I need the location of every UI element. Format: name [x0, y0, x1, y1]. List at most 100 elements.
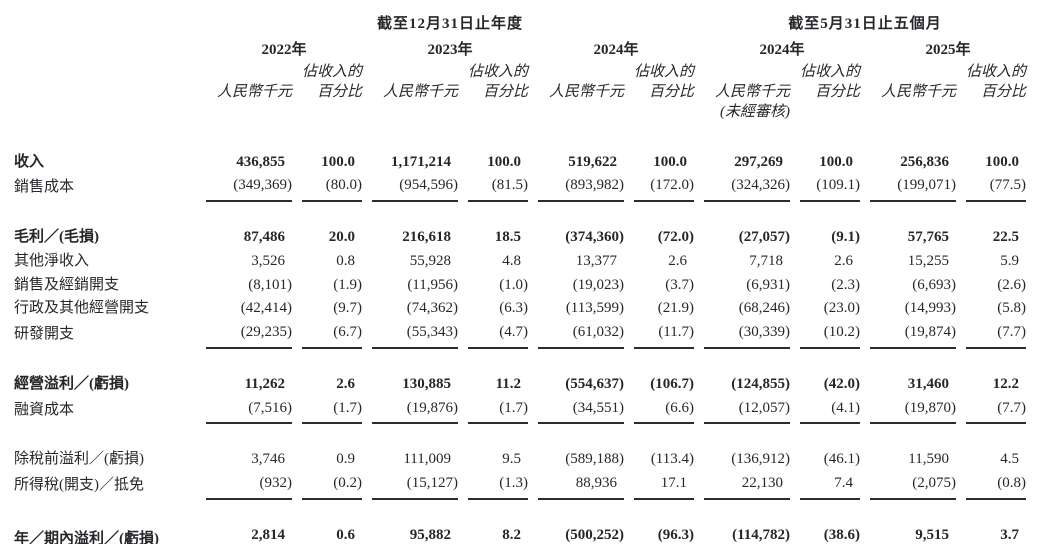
- row-label: 除稅前溢利／(虧損): [14, 451, 144, 468]
- table-body: 收入 436,855 100.0 1,171,214 100.0 519,622 100.0…: [14, 151, 1026, 544]
- rmb-value: (954,596): [372, 174, 458, 202]
- pct-value: (72.0): [657, 229, 694, 245]
- rmb-value: 31,460: [907, 375, 949, 392]
- rmb-value: (19,023): [572, 276, 624, 293]
- year-header-2024: 2024年: [593, 42, 639, 58]
- pct-value: 18.5: [494, 229, 521, 245]
- pct-value: (1.3): [468, 472, 528, 500]
- pct-value: (81.5): [468, 174, 528, 202]
- unit-header-row: 人民幣千元 佔收入的 百分比 人民幣千元 佔收入的 百分比 人民幣千元 佔收入的…: [14, 62, 1026, 103]
- empty-cell: [14, 62, 196, 103]
- pct-value: (1.0): [499, 276, 528, 293]
- rmb-value: (30,339): [704, 321, 790, 349]
- row-label: 收入: [14, 153, 45, 170]
- pct-value: 20.0: [328, 229, 355, 245]
- rmb-value: 9,515: [870, 524, 956, 544]
- row-label: 銷售成本: [14, 179, 75, 196]
- unaudited-note: (未經審核): [720, 103, 790, 120]
- table-row: 毛利／(毛損) 87,486 20.0 216,618 18.5 (374,360) (72…: [14, 226, 1026, 250]
- pct-value: (7.7): [966, 397, 1026, 425]
- pct-unit-header: 佔收入的 百分比: [468, 64, 529, 101]
- rmb-value: (124,855): [731, 375, 790, 392]
- pct-value: (7.7): [966, 321, 1026, 349]
- rmb-value: (7,516): [206, 397, 292, 425]
- rmb-value: (12,057): [704, 397, 790, 425]
- rmb-value: (19,876): [372, 397, 458, 425]
- pct-value: 100.0: [653, 153, 687, 170]
- pct-value: (1.9): [333, 276, 362, 293]
- rmb-value: 3,526: [251, 252, 285, 269]
- rmb-value: (932): [206, 472, 292, 500]
- rmb-value: (15,127): [372, 472, 458, 500]
- pct-value: (77.5): [966, 174, 1026, 202]
- pct-value: (172.0): [634, 174, 694, 202]
- pct-value: (23.0): [823, 300, 860, 317]
- rmb-value: 111,009: [403, 451, 451, 468]
- pct-value: (109.1): [800, 174, 860, 202]
- pct-value: (80.0): [302, 174, 362, 202]
- table-row: 經營溢利／(虧損) 11,262 2.6 130,885 11.2 (554,637) (1…: [14, 373, 1026, 397]
- rmb-unit-header: 人民幣千元: [216, 84, 292, 101]
- period-header-five-months: 截至5月31日止五個月: [788, 16, 942, 32]
- pct-value: (46.1): [823, 451, 860, 468]
- pct-value: (2.3): [831, 276, 860, 293]
- rmb-value: 519,622: [568, 153, 617, 170]
- pct-value: (42.0): [823, 375, 860, 392]
- spacer-row: [14, 349, 1026, 373]
- rmb-value: 297,269: [734, 153, 783, 170]
- rmb-value: 88,936: [538, 472, 624, 500]
- unaudited-note-row: (未經審核): [14, 103, 1026, 151]
- rmb-value: (113,599): [565, 300, 624, 317]
- pct-value: (96.3): [634, 524, 694, 544]
- rmb-value: (199,071): [870, 174, 956, 202]
- pct-value: (1.7): [302, 397, 362, 425]
- rmb-value: (68,246): [738, 300, 790, 317]
- pct-value: (4.7): [468, 321, 528, 349]
- pct-value: (6.3): [499, 300, 528, 317]
- pct-value: 9.5: [502, 451, 521, 468]
- empty-cell: [14, 103, 196, 151]
- rmb-value: 11,262: [244, 375, 285, 392]
- pct-value: 11.2: [495, 375, 521, 392]
- pct-unit-header: 佔收入的 百分比: [800, 64, 861, 101]
- pct-value: 8.2: [468, 524, 528, 544]
- rmb-value: (8,101): [248, 276, 292, 293]
- pct-value: 3.7: [966, 524, 1026, 544]
- rmb-unit-header: 人民幣千元: [714, 84, 790, 101]
- pct-value: 2.6: [834, 252, 853, 269]
- pct-value: 5.9: [1000, 252, 1019, 269]
- rmb-value: 13,377: [575, 252, 617, 269]
- year-header-2025: 2025年: [925, 42, 971, 58]
- pct-value: (21.9): [657, 300, 694, 317]
- row-label: 行政及其他經營開支: [14, 300, 150, 317]
- pct-value: (3.7): [665, 276, 694, 293]
- pct-value: 4.8: [502, 252, 521, 269]
- year-header-2024-5m: 2024年: [759, 42, 805, 58]
- year-header-row: 2022年 2023年 2024年 2024年 2025年: [14, 38, 1026, 62]
- rmb-value: (2,075): [870, 472, 956, 500]
- rmb-value: 87,486: [243, 229, 285, 245]
- table-row: 研發開支 (29,235) (6.7) (55,343) (4.7) (61,032) (1…: [14, 321, 1026, 349]
- pct-value: (38.6): [800, 524, 860, 544]
- pct-unit-header: 佔收入的 百分比: [634, 64, 695, 101]
- pct-value: (5.8): [997, 300, 1026, 317]
- rmb-value: (6,931): [746, 276, 790, 293]
- pct-value: 22.5: [992, 229, 1019, 245]
- table-row: 行政及其他經營開支 (42,414) (9.7) (74,362) (6.3) (113,…: [14, 297, 1026, 321]
- rmb-value: 7,718: [749, 252, 783, 269]
- income-statement-table: 截至12月31日止年度 截至5月31日止五個月 2022年 2023年 2024…: [4, 0, 1036, 544]
- pct-value: (9.1): [831, 229, 860, 245]
- spacer-cell: [14, 424, 1026, 448]
- rmb-value: 15,255: [907, 252, 949, 269]
- rmb-value: (61,032): [538, 321, 624, 349]
- rmb-value: (14,993): [904, 300, 956, 317]
- row-label: 毛利／(毛損): [14, 229, 99, 245]
- pct-value: 2.6: [668, 252, 687, 269]
- rmb-value: (34,551): [538, 397, 624, 425]
- pct-value: 100.0: [985, 153, 1019, 170]
- table-row: 其他淨收入 3,526 0.8 55,928 4.8 13,377 2.6 7,718 2.6 1…: [14, 250, 1026, 274]
- rmb-value: (349,369): [206, 174, 292, 202]
- year-header-2022: 2022年: [261, 42, 307, 58]
- pct-value: (6.6): [634, 397, 694, 425]
